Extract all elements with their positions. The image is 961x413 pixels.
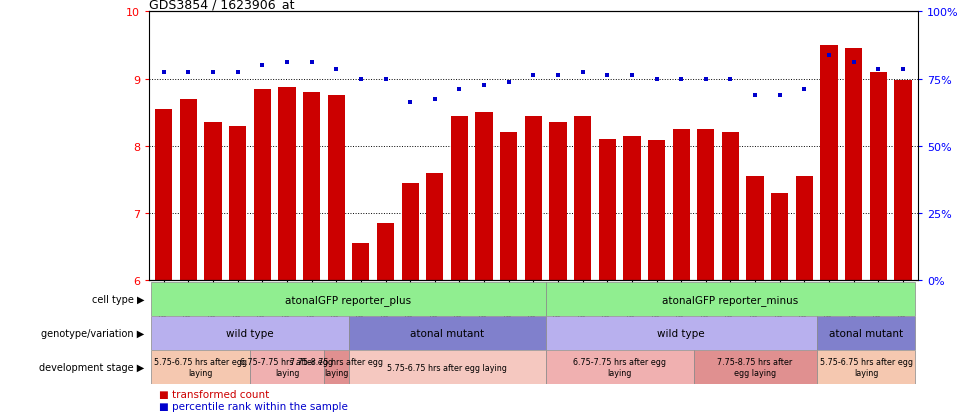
Point: [230, 69, 245, 76]
Bar: [574, 116, 591, 280]
Bar: [747, 177, 764, 280]
Point: [822, 52, 837, 59]
Point: [181, 69, 196, 76]
Text: ■ percentile rank within the sample: ■ percentile rank within the sample: [159, 401, 348, 411]
Bar: [796, 177, 813, 280]
Text: atonal mutant: atonal mutant: [829, 328, 903, 338]
Bar: [451, 116, 468, 280]
Point: [871, 66, 886, 73]
Point: [427, 96, 442, 103]
Bar: [870, 73, 887, 280]
Point: [551, 73, 566, 79]
Point: [674, 76, 689, 83]
Bar: [353, 244, 369, 280]
Bar: [328, 95, 345, 280]
Text: wild type: wild type: [226, 328, 274, 338]
Bar: [152, 282, 546, 316]
Text: wild type: wild type: [657, 328, 705, 338]
Point: [896, 66, 911, 73]
Text: 7.75-8.75 hrs after
egg laying: 7.75-8.75 hrs after egg laying: [718, 358, 793, 377]
Bar: [426, 173, 443, 280]
Point: [501, 79, 516, 86]
Text: atonal mutant: atonal mutant: [410, 328, 484, 338]
Bar: [817, 350, 915, 384]
Point: [772, 93, 787, 100]
Bar: [250, 350, 324, 384]
Bar: [349, 350, 546, 384]
Point: [378, 76, 393, 83]
Point: [748, 93, 763, 100]
Bar: [476, 113, 493, 280]
Text: 5.75-6.75 hrs after egg
laying: 5.75-6.75 hrs after egg laying: [154, 358, 247, 377]
Point: [206, 69, 221, 76]
Bar: [845, 49, 862, 280]
Point: [526, 73, 541, 79]
Point: [354, 76, 369, 83]
Point: [477, 83, 492, 89]
Bar: [402, 183, 419, 280]
Bar: [546, 282, 915, 316]
Point: [255, 63, 270, 69]
Text: atonalGFP reporter_plus: atonalGFP reporter_plus: [285, 294, 411, 305]
Bar: [229, 126, 246, 280]
Bar: [599, 140, 616, 280]
Bar: [349, 316, 546, 350]
Bar: [895, 81, 912, 280]
Bar: [771, 193, 788, 280]
Bar: [722, 133, 739, 280]
Point: [649, 76, 664, 83]
Point: [329, 66, 344, 73]
Point: [403, 100, 418, 106]
Point: [600, 73, 615, 79]
Bar: [550, 123, 567, 280]
Point: [304, 59, 319, 66]
Bar: [817, 316, 915, 350]
Text: development stage ▶: development stage ▶: [38, 362, 144, 372]
Bar: [546, 350, 694, 384]
Bar: [624, 136, 641, 280]
Point: [625, 73, 640, 79]
Point: [723, 76, 738, 83]
Point: [698, 76, 713, 83]
Point: [575, 69, 590, 76]
Point: [846, 59, 861, 66]
Text: 5.75-6.75 hrs after egg
laying: 5.75-6.75 hrs after egg laying: [820, 358, 913, 377]
Bar: [205, 123, 222, 280]
Point: [797, 86, 812, 93]
Bar: [821, 46, 838, 280]
Bar: [324, 350, 349, 384]
Bar: [152, 316, 349, 350]
Bar: [155, 109, 172, 280]
Text: 6.75-7.75 hrs after egg
laying: 6.75-7.75 hrs after egg laying: [573, 358, 666, 377]
Text: 7.75-8.75 hrs after egg
laying: 7.75-8.75 hrs after egg laying: [289, 358, 382, 377]
Text: genotype/variation ▶: genotype/variation ▶: [41, 328, 144, 338]
Bar: [152, 350, 250, 384]
Bar: [525, 116, 542, 280]
Bar: [303, 93, 320, 280]
Text: atonalGFP reporter_minus: atonalGFP reporter_minus: [662, 294, 799, 305]
Point: [156, 69, 171, 76]
Bar: [698, 130, 714, 280]
Text: ■ transformed count: ■ transformed count: [159, 389, 269, 399]
Text: GDS3854 / 1623906_at: GDS3854 / 1623906_at: [149, 0, 294, 11]
Bar: [180, 100, 197, 280]
Bar: [500, 133, 517, 280]
Text: 5.75-6.75 hrs after egg laying: 5.75-6.75 hrs after egg laying: [387, 363, 507, 372]
Bar: [279, 88, 296, 280]
Text: cell type ▶: cell type ▶: [91, 294, 144, 304]
Bar: [546, 316, 817, 350]
Bar: [377, 223, 394, 280]
Point: [452, 86, 467, 93]
Text: 6.75-7.75 hrs after egg
laying: 6.75-7.75 hrs after egg laying: [240, 358, 333, 377]
Bar: [694, 350, 817, 384]
Bar: [254, 90, 271, 280]
Bar: [648, 141, 665, 280]
Point: [280, 59, 295, 66]
Bar: [673, 130, 690, 280]
